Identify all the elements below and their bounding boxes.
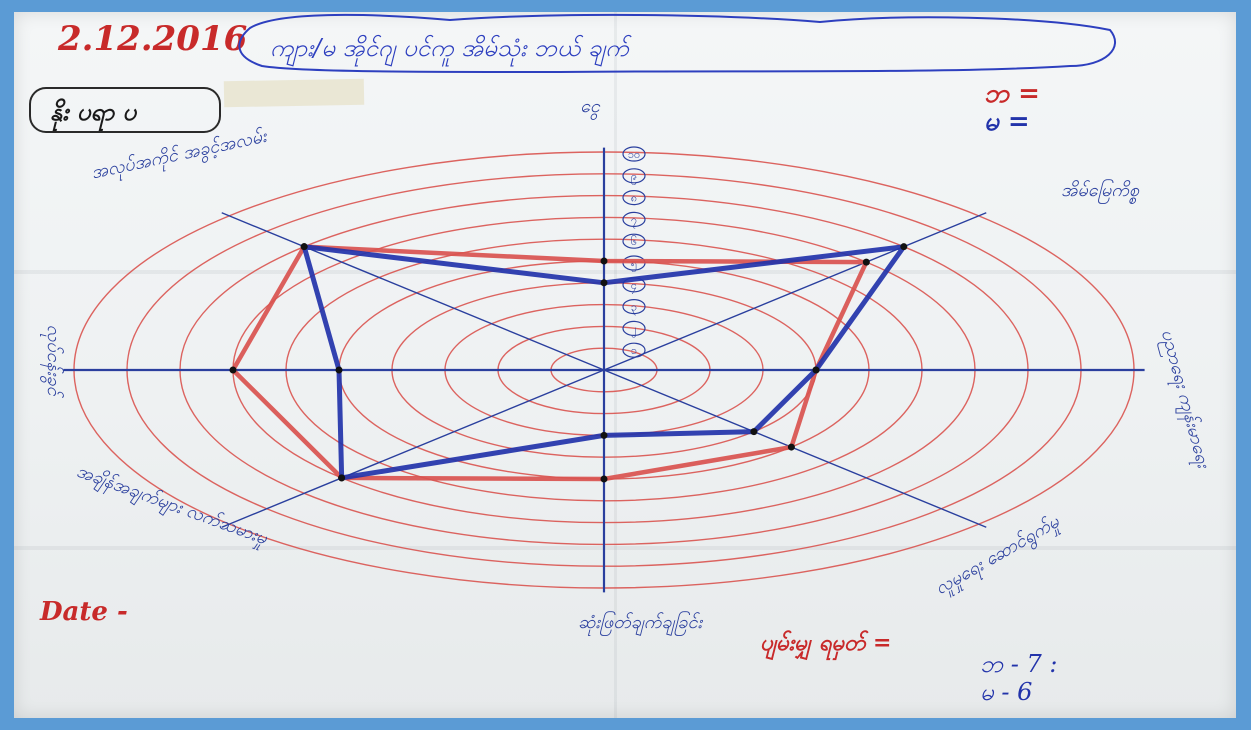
poster-date: 2.12.2016 xyxy=(57,19,247,59)
chart-series-point xyxy=(600,431,608,439)
poster-sheet xyxy=(14,12,1236,718)
village-label: နိုး ပရာ ပ xyxy=(50,97,138,131)
chart-tick-label: ၂ xyxy=(631,322,636,337)
average-score-label: ပျမ်းမျှ ရမှတ် = xyxy=(760,630,891,661)
chart-tick-bubble xyxy=(622,211,646,227)
chart-series-point xyxy=(600,475,608,483)
average-score-women: မ - 6 xyxy=(980,678,1032,706)
chart-tick-bubble xyxy=(622,233,646,249)
chart-series-point xyxy=(600,257,608,265)
chart-tick-label: ၅ xyxy=(631,257,637,272)
chart-series-point xyxy=(300,243,308,251)
chart-tick-label: ၁၀ xyxy=(628,148,640,161)
chart-tick-label: ၈ xyxy=(631,192,637,205)
poster-title: ကျား/မ အိုင်ဂျ ပင်ကူ အိမ်သုံး ဘယ် ချက် xyxy=(270,34,632,67)
chart-tick-label: ၆ xyxy=(631,235,637,248)
chart-series-point xyxy=(750,428,758,436)
chart-tick-bubble xyxy=(622,299,646,315)
chart-tick-bubble xyxy=(622,342,646,358)
paper-fold xyxy=(14,270,1236,274)
date-footer: Date - xyxy=(39,597,128,627)
paper-fold xyxy=(14,546,1236,550)
chart-series-point xyxy=(812,366,820,374)
chart-axis-label: အိမ်မြေကိစ္စ xyxy=(1061,179,1140,204)
average-score-men: ဘ - 7 : xyxy=(980,650,1057,678)
chart-axes xyxy=(63,147,1145,593)
chart-tick-label: ၃ xyxy=(631,301,637,316)
chart-series-point xyxy=(787,443,795,451)
chart-tick-label: ၉ xyxy=(631,170,637,185)
chart-tick-labels: ၁ ၂ ၃ ၄ ၅ ၆ ၇ ၈ ၉ ၁၀ xyxy=(622,146,646,358)
chart-series-point xyxy=(900,243,908,251)
title-bubble xyxy=(238,13,1116,74)
chart-axis-line xyxy=(603,212,987,371)
chart-series-point xyxy=(338,474,346,482)
chart-axis-label: လုပ်ငန်းခွင် xyxy=(40,324,64,398)
chart-tick-label: ၇ xyxy=(631,213,637,228)
legend-women: မ = xyxy=(984,107,1030,137)
legend-men: ဘ = xyxy=(984,79,1040,109)
chart-series-point xyxy=(600,279,608,287)
chart-tick-label: ၁ xyxy=(631,344,637,357)
chart-series xyxy=(229,243,908,483)
chart-tick-label: ၄ xyxy=(631,279,637,294)
chart-axis-line xyxy=(221,369,605,528)
chart-axis-label: ငွေ xyxy=(580,96,601,120)
chart-tick-bubble xyxy=(622,168,646,184)
chart-series-point xyxy=(335,366,343,374)
chart-tick-bubble xyxy=(622,190,646,206)
chart-series-point xyxy=(862,258,870,266)
chart-axis-label: ဆုံးဖြတ်ချက်ချခြင်း xyxy=(578,611,703,636)
chart-axis-line xyxy=(221,212,605,371)
chart-tick-bubble xyxy=(622,146,646,162)
village-box xyxy=(29,87,221,133)
chart-series-point xyxy=(229,366,237,374)
chart-axis-line xyxy=(603,369,987,528)
chart-tick-bubble xyxy=(622,320,646,336)
